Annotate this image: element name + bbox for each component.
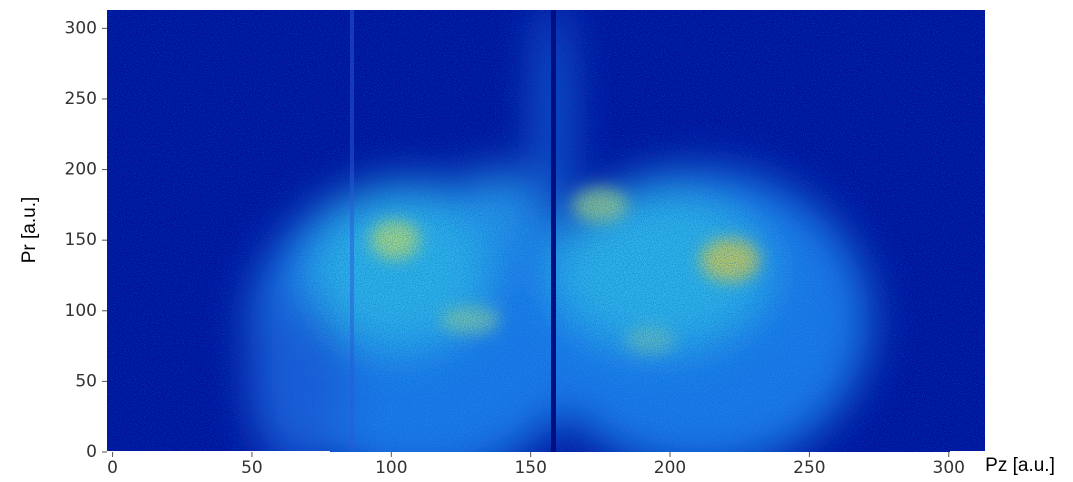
x-tick-label: 100 xyxy=(375,458,407,478)
y-tick-label: 150 xyxy=(65,230,97,250)
heatmap-image xyxy=(107,10,985,452)
x-tick-label: 50 xyxy=(241,458,263,478)
x-axis-label: Pz [a.u.] xyxy=(985,455,1055,476)
x-tick-label: 150 xyxy=(514,458,546,478)
y-tick-label: 0 xyxy=(86,442,97,462)
y-axis-label: Pr [a.u.] xyxy=(19,197,40,264)
y-tick-label: 250 xyxy=(65,89,97,109)
x-tick-label: 300 xyxy=(933,458,965,478)
x-tick-label: 200 xyxy=(654,458,686,478)
y-tick-label: 50 xyxy=(75,371,97,391)
y-tick-label: 200 xyxy=(65,160,97,180)
y-tick-label: 100 xyxy=(65,301,97,321)
x-tick-label: 250 xyxy=(793,458,825,478)
x-tick-label: 0 xyxy=(107,458,118,478)
y-tick-label: 300 xyxy=(65,18,97,38)
